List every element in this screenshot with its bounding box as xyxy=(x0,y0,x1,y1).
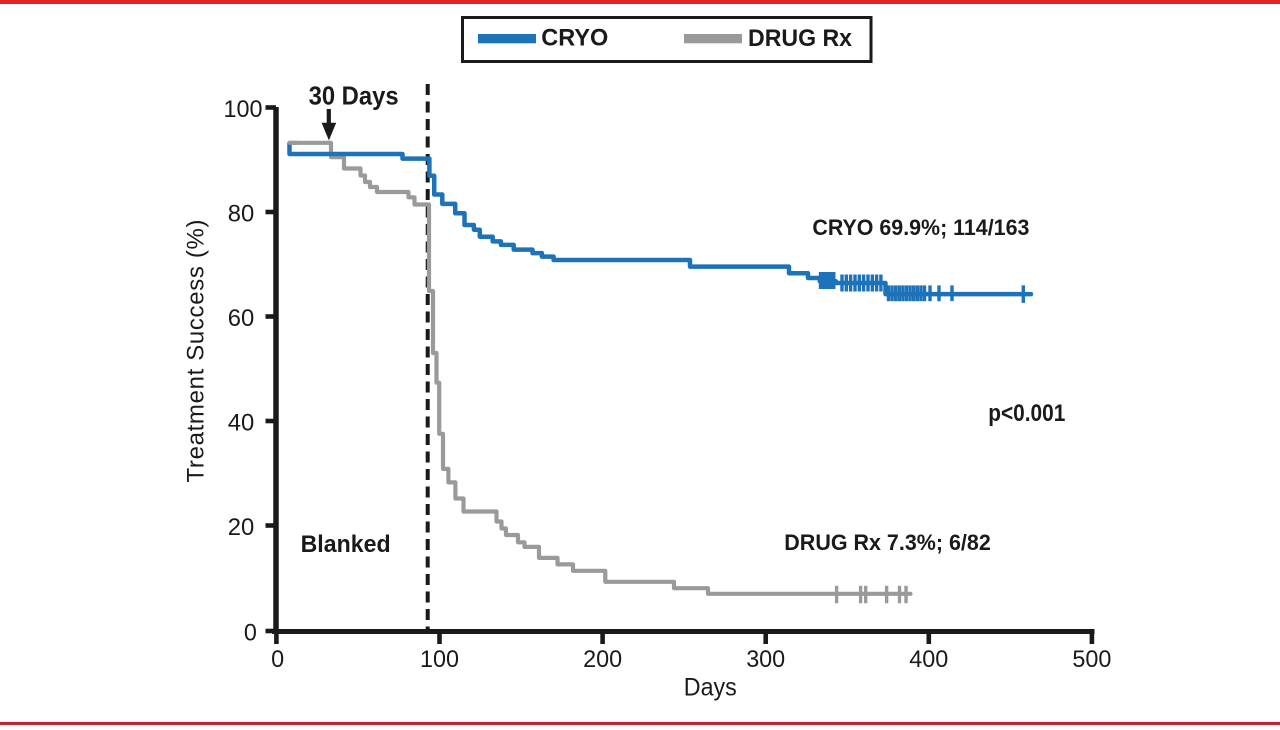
svg-text:400: 400 xyxy=(909,646,948,673)
svg-text:0: 0 xyxy=(244,619,257,646)
svg-text:0: 0 xyxy=(271,646,284,673)
svg-text:20: 20 xyxy=(228,514,255,541)
svg-text:500: 500 xyxy=(1072,646,1111,673)
svg-text:CRYO: CRYO xyxy=(541,25,608,52)
svg-text:100: 100 xyxy=(224,96,263,123)
svg-text:60: 60 xyxy=(228,305,255,332)
svg-text:100: 100 xyxy=(420,646,459,673)
svg-text:DRUG Rx: DRUG Rx xyxy=(748,25,853,52)
svg-text:p<0.001: p<0.001 xyxy=(988,400,1065,427)
svg-text:300: 300 xyxy=(746,646,785,673)
svg-text:200: 200 xyxy=(583,646,622,673)
svg-text:80: 80 xyxy=(228,200,255,227)
svg-text:DRUG Rx 7.3%; 6/82: DRUG Rx 7.3%; 6/82 xyxy=(784,530,991,555)
svg-text:Blanked: Blanked xyxy=(301,531,391,558)
svg-text:30 Days: 30 Days xyxy=(309,81,399,111)
svg-text:Days: Days xyxy=(684,674,737,702)
svg-text:CRYO 69.9%; 114/163: CRYO 69.9%; 114/163 xyxy=(812,215,1029,240)
svg-text:40: 40 xyxy=(228,409,255,436)
svg-text:Treatment Success (%): Treatment Success (%) xyxy=(182,220,209,483)
